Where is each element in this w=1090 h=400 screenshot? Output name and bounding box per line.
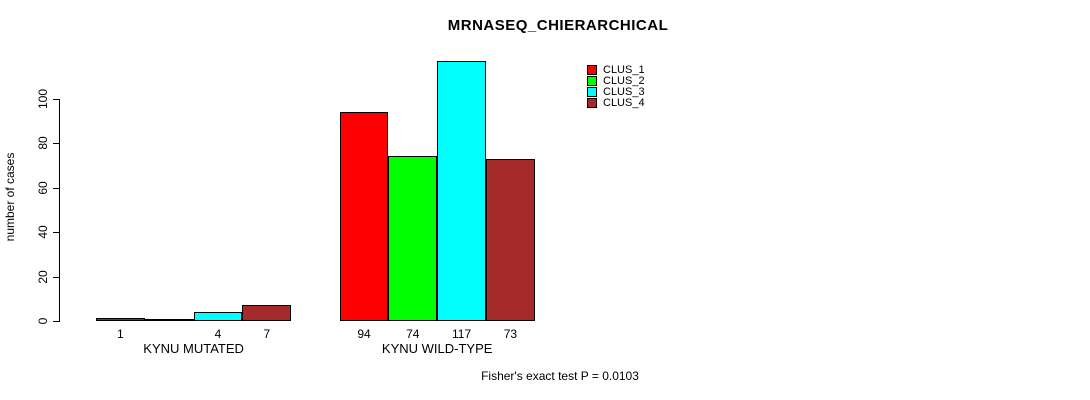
y-axis-line [59, 98, 60, 322]
bar-clus-3-kynu-mutated [193, 312, 243, 321]
bar-clus-1-kynu-mutated [96, 318, 145, 321]
legend-swatch-clus-4 [587, 98, 597, 108]
bar-clus-1-kynu-wild-type [339, 112, 389, 321]
y-tick-label: 20 [36, 269, 50, 284]
bar-value-label: 4 [214, 327, 222, 341]
y-tick-label: 80 [36, 136, 50, 150]
y-tick [53, 321, 59, 322]
bar-clus-4-kynu-wild-type [486, 159, 535, 321]
bar-clus-3-kynu-wild-type [437, 61, 486, 321]
y-axis-title: number of cases [3, 152, 17, 242]
y-tick [53, 276, 59, 278]
legend-label: CLUS_3 [603, 86, 645, 98]
y-tick [53, 232, 59, 233]
legend-label: CLUS_1 [603, 64, 645, 76]
legend-item-clus-2: CLUS_2 [587, 75, 645, 87]
y-tick [53, 98, 59, 100]
legend-label: CLUS_2 [603, 75, 645, 87]
y-tick-label: 60 [36, 180, 50, 195]
y-tick-label: 0 [36, 317, 50, 325]
legend-swatch-clus-3 [587, 87, 597, 97]
legend-item-clus-4: CLUS_4 [587, 97, 645, 109]
y-tick [53, 187, 59, 189]
bar-clus-2-kynu-wild-type [388, 156, 438, 321]
legend-swatch-clus-1 [587, 65, 597, 75]
bar-value-label: 7 [263, 327, 271, 341]
bar-clus-2-kynu-mutated [144, 319, 194, 321]
legend-swatch-clus-2 [587, 76, 597, 86]
legend-label: CLUS_4 [603, 97, 645, 109]
bar-clus-4-kynu-mutated [242, 305, 292, 321]
footnote: Fisher's exact test P = 0.0103 [481, 369, 639, 383]
y-tick [53, 143, 59, 144]
legend-item-clus-3: CLUS_3 [587, 86, 645, 98]
legend-item-clus-1: CLUS_1 [587, 64, 645, 76]
legend: CLUS_1 CLUS_2 CLUS_3 CLUS_4 [587, 65, 645, 109]
y-tick-label: 40 [36, 225, 50, 239]
y-tick-label: 100 [36, 88, 50, 109]
x-group-label-kynu-wild-type: KYNU WILD-TYPE [381, 341, 493, 356]
bar-value-label: 94 [357, 327, 371, 341]
x-group-label-kynu-mutated: KYNU MUTATED [143, 341, 244, 356]
bar-value-label: 117 [452, 327, 472, 341]
chart-title: MRNASEQ_CHIERARCHICAL [447, 17, 669, 34]
bar-value-label: 74 [406, 327, 420, 341]
bar-value-label: 73 [503, 327, 518, 341]
bar-value-label: 1 [117, 327, 124, 341]
